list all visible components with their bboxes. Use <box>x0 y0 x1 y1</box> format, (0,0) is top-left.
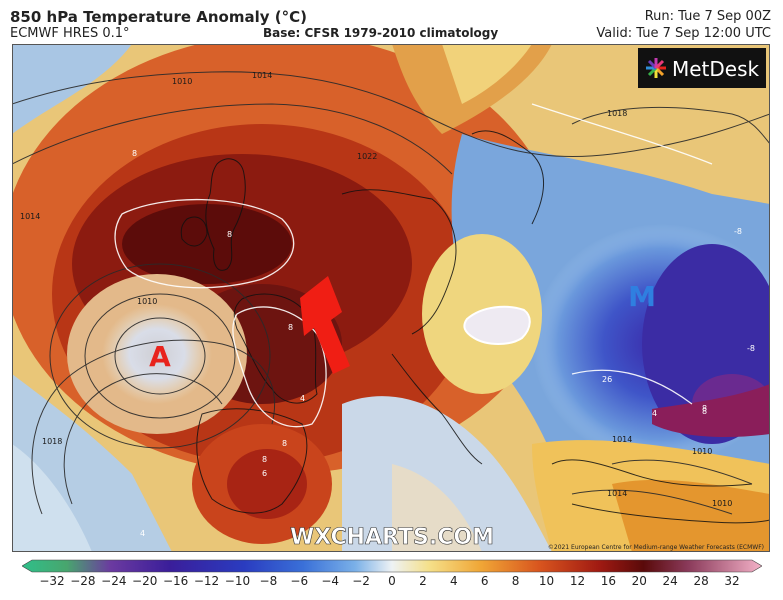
anomaly-label: 4 <box>652 409 657 418</box>
anomaly-label: -8 <box>734 227 742 236</box>
colorbar-tick-label: −8 <box>259 574 278 588</box>
isobar-label: 1018 <box>42 437 62 446</box>
colorbar-tick-label: 2 <box>419 574 427 588</box>
isobar-label: 1014 <box>607 489 627 498</box>
anomaly-label: 8 <box>227 230 232 239</box>
metdesk-logo: MetDesk <box>638 48 766 88</box>
high-pressure-marker: A <box>149 340 171 373</box>
copyright-text: ©2021 European Centre for Medium-range W… <box>548 544 764 551</box>
colorbar-tick-label: 28 <box>693 574 709 588</box>
colorbar-tick-label: −28 <box>70 574 96 588</box>
colorbar-tick-label: 6 <box>480 574 489 588</box>
climatology-base-label: Base: CFSR 1979-2010 climatology <box>263 26 499 40</box>
colorbar-tick-label: −2 <box>352 574 370 588</box>
anomaly-label: -8 <box>747 344 755 353</box>
isobar-label: 1018 <box>607 109 627 118</box>
chart-title: 850 hPa Temperature Anomaly (°C) <box>10 8 307 26</box>
colorbar-tick-label: 10 <box>538 574 555 588</box>
isobar-label: 1010 <box>712 499 732 508</box>
colorbar-tick-label: −32 <box>39 574 65 588</box>
isobar-label: 1010 <box>692 447 712 456</box>
metdesk-brand-text: MetDesk <box>672 57 760 81</box>
colorbar-tick-label: 0 <box>388 574 396 588</box>
colorbar-tick-label: 32 <box>724 574 740 588</box>
colorbar-tick-label: −16 <box>162 574 189 588</box>
anomaly-label: 6 <box>262 469 267 478</box>
warm-advection-arrow <box>300 276 350 374</box>
anomaly-label: 4 <box>140 529 145 538</box>
anomaly-label: 8 <box>132 149 137 158</box>
isobar-label: 1014 <box>252 71 272 80</box>
isobar-label: 1022 <box>357 152 377 161</box>
anomaly-label: 8 <box>262 455 267 464</box>
wxcharts-watermark: WXCHARTS.COM <box>290 525 494 550</box>
model-label: ECMWF HRES 0.1° <box>10 26 130 41</box>
isobar-label: 1014 <box>612 435 632 444</box>
colorbar-tick-label: −24 <box>101 574 127 588</box>
colorbar-tick-label: −20 <box>132 574 158 588</box>
colorbar-tick-label: −4 <box>321 574 340 588</box>
low-pressure-marker: M <box>628 280 656 313</box>
colorbar-tick-label: 8 <box>511 574 520 588</box>
isobar-label: 1010 <box>137 297 157 306</box>
colorbar-gradient <box>21 559 763 573</box>
anomaly-map: 1010 1014 1014 1018 1022 1014 1010 1018 … <box>12 44 770 552</box>
colorbar: −32 −28 −24 −20 −16 −12 −10 −8 −6 −4 −2 0 2 4 6 8 10 12 16… <box>21 558 763 596</box>
colorbar-tick-label: 12 <box>569 574 586 588</box>
colorbar-tick-label: 4 <box>449 574 458 588</box>
anomaly-label: 8 <box>702 404 707 413</box>
colorbar-tick-label: −10 <box>224 574 251 588</box>
isobar-label: 1014 <box>20 212 40 221</box>
run-time-label: Run: Tue 7 Sep 00Z <box>644 9 771 24</box>
colorbar-tick-label: 16 <box>600 574 616 588</box>
valid-time-label: Valid: Tue 7 Sep 12:00 UTC <box>596 26 771 41</box>
colorbar-tick-label: −6 <box>290 574 309 588</box>
isobar-label: 1010 <box>172 77 192 86</box>
colorbar-tick-label: 24 <box>662 574 678 588</box>
anomaly-label: 8 <box>288 323 293 332</box>
anomaly-label: 8 <box>702 407 707 416</box>
anomaly-label: 26 <box>602 375 612 384</box>
colorbar-tick-label: −12 <box>193 574 220 588</box>
anomaly-label: 4 <box>300 394 305 403</box>
anomaly-label: 8 <box>282 439 287 448</box>
colorbar-tick-label: 20 <box>631 574 647 588</box>
